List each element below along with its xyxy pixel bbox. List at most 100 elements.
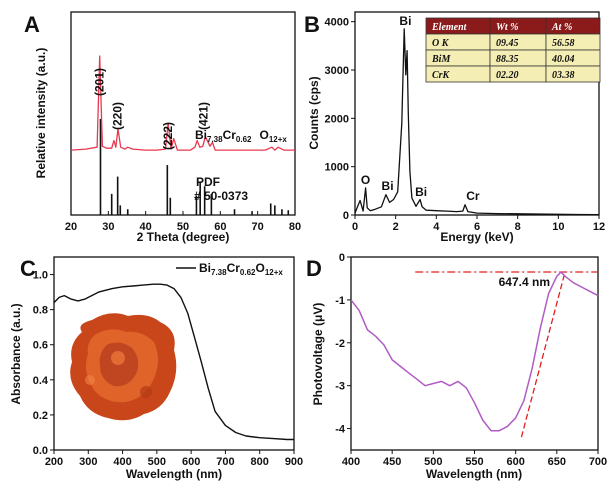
panel-b-x-tick-label: 2 [393, 221, 399, 233]
panel-d-annotation: 647.4 nm [499, 275, 550, 289]
panel-d-photovoltage-curve [350, 271, 599, 432]
panel-a-label: A [24, 12, 40, 37]
panel-d-x-tick-label: 400 [342, 456, 360, 468]
panel-b-y-tick-label: 3000 [325, 65, 349, 77]
table-cell-text: 56.58 [552, 38, 575, 49]
panel-b-y-tick-label: 0 [343, 210, 349, 222]
panel-a-peak-labels: (201) (220) (222) (421) [93, 68, 211, 150]
panel-b-x-tick-label: 12 [593, 221, 605, 233]
panel-a-x-ticks: 20 30 40 50 60 70 80 [65, 211, 301, 233]
table-header-text: Wt % [496, 22, 519, 33]
xrd-peak-label: (421) [197, 102, 211, 130]
panel-c-x-tick-label: 700 [216, 456, 234, 468]
panel-a-x-axis-label: 2 Theta (degree) [137, 230, 230, 244]
panel-d-x-ticks: 400 450 500 550 600 650 700 [342, 450, 607, 468]
table-cell-text: BiM [431, 54, 451, 65]
panel-a-pdf-number: # 50-0373 [194, 189, 248, 203]
panel-c-x-tick-label: 900 [285, 456, 303, 468]
panel-a-xrd-pattern [70, 55, 295, 151]
edx-peak-label: Cr [466, 189, 480, 203]
panel-b-x-tick-label: 6 [474, 221, 480, 233]
panel-d-x-tick-label: 450 [383, 456, 401, 468]
panel-a-y-axis-label: Relative intensity (a.u.) [34, 48, 48, 179]
panel-d-y-tick-label: -2 [335, 338, 345, 350]
panel-c-x-tick-label: 200 [45, 456, 63, 468]
panel-d-x-tick-label: 500 [424, 456, 442, 468]
xrd-peak-label: (220) [111, 102, 125, 130]
powder-sample-photo [70, 313, 177, 421]
absorbance-curve-line [53, 283, 294, 441]
edx-peak-label: Bi [399, 14, 411, 28]
panel-d-y-tick-label: -4 [335, 424, 346, 436]
panel-a-x-tick-label: 40 [140, 221, 152, 233]
panel-d-label: D [306, 256, 322, 281]
panel-c-y-tick-label: 0.4 [33, 375, 49, 387]
edx-spectrum-line [354, 28, 600, 216]
panel-a-reference-lines [99, 119, 290, 215]
panel-b-x-tick-label: 8 [515, 221, 521, 233]
table-header-text: At % [551, 22, 572, 33]
table-cell [545, 65, 601, 83]
panel-d-x-tick-label: 650 [548, 456, 566, 468]
xrd-peak-label: (222) [161, 122, 175, 150]
panel-b-x-tick-label: 0 [352, 221, 358, 233]
table-cell-text: CrK [432, 70, 451, 81]
panel-d-fit-lines [415, 271, 598, 438]
panel-a-x-tick-label: 60 [214, 221, 226, 233]
panel-b-x-axis-label: Energy (keV) [440, 230, 513, 244]
panel-d-y-ticks: 0 -1 -2 -3 -4 [335, 252, 351, 436]
panel-c-y-ticks: 0.0 0.2 0.4 0.6 0.8 1.0 [33, 270, 54, 457]
panel-b-y-tick-label: 1000 [325, 162, 349, 174]
panel-a-pdf-label: PDF [196, 175, 220, 189]
panel-a-xrd-chart: 20 30 40 50 60 70 80 (201) (220) (222) (421) A 2 … [24, 11, 301, 244]
xrd-peak-label: (201) [93, 68, 107, 96]
xrd-pattern-line [70, 55, 295, 151]
panel-c-plot-frame [53, 256, 295, 451]
table-cell-text: 03.38 [552, 70, 575, 81]
panel-c-x-axis-label: Wavelength (nm) [126, 467, 222, 481]
panel-c-y-tick-label: 0.6 [33, 340, 48, 352]
edx-peak-label: Bi [382, 179, 394, 193]
tangent-fit-line [520, 271, 566, 438]
panel-d-photovoltage-chart: 400 450 500 550 600 650 700 0 -1 -2 -3 -4 647.4 nm… [306, 252, 607, 481]
panel-c-x-tick-label: 600 [182, 456, 200, 468]
panel-d-y-tick-label: -1 [335, 295, 345, 307]
panel-a-x-tick-label: 70 [252, 221, 264, 233]
panel-b-peak-labels: Bi O Bi Bi Cr [361, 14, 480, 203]
panel-a-x-tick-label: 80 [289, 221, 301, 233]
edx-peak-label: O [361, 173, 370, 187]
table-cell-text: 88.35 [496, 54, 519, 65]
panel-d-x-tick-label: 550 [465, 456, 483, 468]
panel-c-x-ticks: 200 300 400 500 600 700 800 900 [45, 450, 303, 468]
panel-c-x-tick-label: 300 [79, 456, 97, 468]
panel-d-x-tick-label: 600 [506, 456, 524, 468]
panel-c-x-tick-label: 800 [251, 456, 269, 468]
panel-d-x-axis-label: Wavelength (nm) [426, 467, 522, 481]
photovoltage-curve-line [350, 271, 599, 432]
panel-b-x-tick-label: 10 [552, 221, 564, 233]
panel-d-y-tick-label: 0 [339, 252, 345, 264]
table-cell-text: 40.04 [551, 54, 575, 65]
panel-c-x-tick-label: 500 [148, 456, 166, 468]
panel-a-sample-label: Bi7.38Cr0.62 O12+x [195, 128, 287, 144]
table-cell-text: O K [432, 38, 450, 49]
panel-c-y-axis-label: Absorbance (a.u.) [9, 303, 23, 404]
panel-c-y-tick-label: 1.0 [33, 270, 48, 282]
panel-a-x-tick-label: 20 [65, 221, 77, 233]
panel-d-y-axis-label: Photovoltage (μV) [311, 303, 325, 406]
panel-b-composition-table: Element Wt % At % O K 09.45 56.58 BiM 88.35 40.0… [425, 17, 601, 83]
panel-c-y-tick-label: 0.8 [33, 305, 48, 317]
panel-c-legend-entry: Bi7.38Cr0.62O12+x [199, 261, 283, 277]
panel-b-x-ticks: 0 2 4 6 8 10 12 [352, 215, 605, 233]
edx-peak-label: Bi [415, 185, 427, 199]
panel-c-y-tick-label: 0.2 [33, 410, 48, 422]
table-cell-text: 02.20 [496, 70, 519, 81]
panel-b-label: B [304, 12, 320, 37]
panel-a-x-tick-label: 30 [102, 221, 114, 233]
panel-b-y-tick-label: 2000 [325, 113, 349, 125]
panel-d-x-tick-label: 700 [589, 456, 607, 468]
panel-c-absorbance-chart: 200 300 400 500 600 700 800 900 0.0 0.2 0.4 0.6 0.8… [9, 256, 303, 481]
panel-a-x-tick-label: 50 [177, 221, 189, 233]
panel-c-label: C [20, 256, 36, 281]
